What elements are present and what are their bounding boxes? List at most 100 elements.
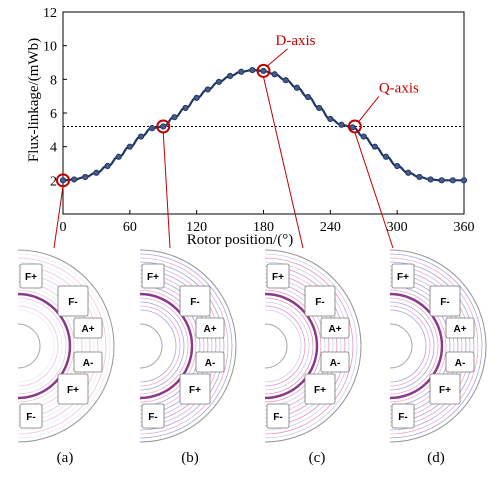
flux-line	[390, 261, 475, 431]
d-axis-leader	[267, 48, 288, 67]
flux-series-points	[59, 66, 468, 184]
series-point	[416, 173, 423, 181]
flux-line	[140, 297, 189, 395]
slot-label: F-	[68, 297, 77, 308]
y-ticks: 2 4 6 8 10 12	[43, 6, 67, 189]
winding-slot	[141, 263, 165, 289]
flux-line	[18, 257, 107, 435]
slot-label: F+	[397, 272, 409, 283]
flux-line	[140, 269, 217, 423]
flux-line	[140, 257, 229, 435]
series-point	[126, 143, 133, 150]
winding-slot	[73, 351, 103, 373]
series-point	[427, 176, 434, 183]
flux-line	[265, 281, 330, 411]
y-tick-label: 12	[43, 6, 57, 21]
flux-line	[18, 253, 111, 439]
flux-line	[390, 281, 455, 411]
q-axis-leader	[358, 96, 380, 122]
series-point	[460, 177, 468, 184]
highlighted-points	[56, 63, 362, 188]
slot-label: A-	[455, 358, 466, 369]
flux-line	[18, 297, 67, 395]
flux-line	[390, 269, 467, 423]
winding-slot	[429, 285, 461, 317]
series-point	[104, 162, 111, 170]
flux-line	[390, 285, 451, 407]
winding-slot	[179, 285, 211, 317]
x-tick-label: 180	[253, 220, 274, 235]
slot-label: F-	[26, 412, 35, 423]
flux-line	[265, 261, 350, 431]
flux-line	[390, 301, 435, 391]
rotor-ring	[140, 292, 194, 400]
series-point	[215, 78, 223, 85]
flux-line	[18, 269, 95, 423]
flux-line	[18, 281, 83, 411]
panel-connectors	[53, 48, 394, 249]
flux-line	[140, 309, 177, 383]
flux-line	[265, 257, 354, 435]
rotor-ring	[265, 292, 319, 400]
rotor-shaft	[265, 323, 288, 369]
winding-slot	[195, 351, 225, 373]
winding-slot	[141, 403, 165, 429]
series-point	[93, 169, 100, 176]
flux-line	[390, 305, 431, 387]
series-point	[405, 169, 412, 176]
flux-line	[390, 257, 479, 435]
series-point	[226, 72, 234, 80]
flux-line	[265, 269, 342, 423]
slot-label: F+	[189, 385, 201, 396]
series-point	[182, 104, 189, 112]
slot-label: A+	[328, 324, 341, 335]
slot-label: A-	[83, 358, 94, 369]
slot-label: F-	[273, 412, 282, 423]
slot-label: F+	[25, 272, 37, 283]
flux-line	[265, 301, 310, 391]
flux-line	[265, 289, 322, 403]
flux-line	[265, 285, 326, 407]
y-tick-label: 8	[50, 73, 57, 88]
y-tick-label: 4	[50, 141, 57, 156]
flux-line	[18, 305, 59, 387]
flux-line	[18, 261, 103, 431]
winding-slot	[266, 263, 290, 289]
flux-line	[18, 285, 79, 407]
flux-line	[140, 261, 225, 431]
motor-panel: F+ F- A+ A- F+ F-	[18, 249, 115, 443]
motor-section: F+ F- A+ A- F+ F-	[390, 249, 487, 443]
flux-line	[390, 277, 459, 415]
x-tick-label: 300	[387, 220, 408, 235]
series-point	[394, 162, 401, 170]
winding-slot	[391, 263, 415, 289]
series-point	[193, 94, 200, 101]
series-point	[316, 104, 323, 112]
flux-line	[140, 305, 181, 387]
motor-panels: F+ F- A+ A- F+ F- F+ F- A+ A- F+ F- F+ F- A+ A- F+ F- F+ F-…	[18, 249, 487, 443]
series-point	[349, 124, 356, 131]
rotor-shaft	[140, 323, 163, 369]
flux-line	[140, 253, 233, 439]
motor-panel: F+ F- A+ A- F+ F-	[265, 249, 362, 443]
stator-boundary	[390, 249, 487, 443]
q-axis-annotation: Q-axis	[379, 80, 419, 96]
flux-line	[390, 273, 463, 419]
panel-label-b: (b)	[181, 450, 199, 466]
rotor-ring	[18, 292, 72, 400]
plot-frame	[62, 11, 465, 215]
winding-slot	[266, 403, 290, 429]
flux-line	[18, 301, 63, 391]
series-point	[371, 143, 378, 150]
rotor-shaft	[18, 323, 41, 369]
winding-slot	[445, 351, 475, 373]
flux-line	[265, 277, 334, 415]
slot-label: F-	[315, 297, 324, 308]
series-point	[160, 123, 167, 130]
slot-label: A-	[205, 358, 216, 369]
flux-line	[140, 285, 201, 407]
winding-slot	[57, 285, 89, 317]
slot-label: A-	[330, 358, 341, 369]
winding-slot	[304, 373, 336, 405]
y-tick-label: 6	[50, 107, 57, 122]
